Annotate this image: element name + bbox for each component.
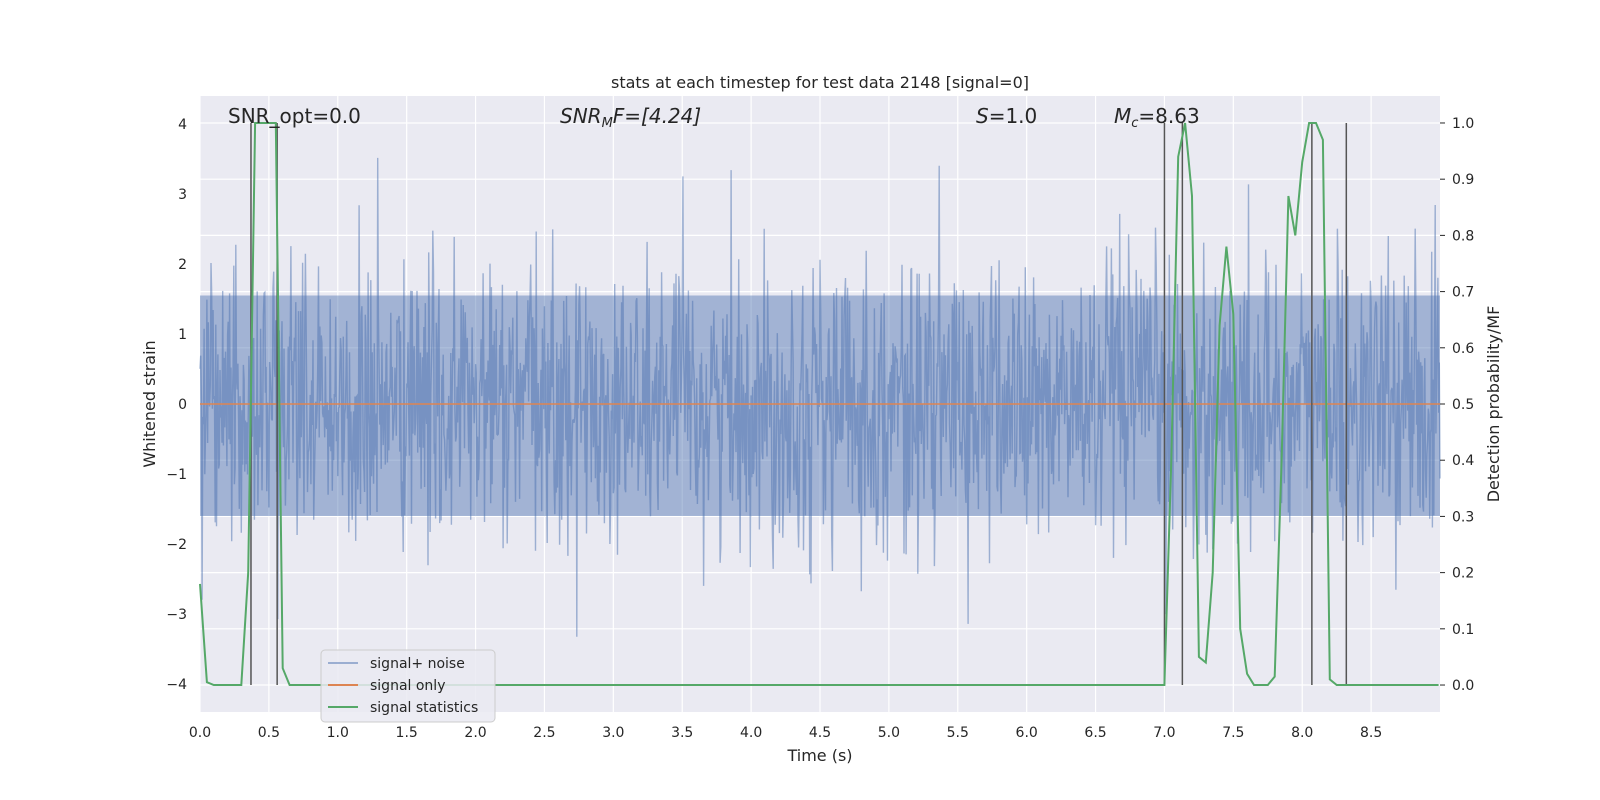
y-tick-label: 4 [178, 117, 187, 133]
x-tick-label: 2.5 [533, 725, 555, 741]
x-tick-label: 3.5 [671, 725, 693, 741]
x-tick-label: 6.0 [1016, 725, 1038, 741]
y2-axis-label: Detection probability/MF [1484, 306, 1503, 503]
x-tick-label: 8.0 [1291, 725, 1313, 741]
x-tick-label: 2.0 [464, 725, 486, 741]
legend: signal+ noise signal only signal statist… [320, 649, 496, 723]
y2-tick-label: 0.3 [1452, 509, 1474, 525]
y2-tick-label: 0.0 [1452, 678, 1474, 694]
snr-mf-annotation: SNRMF=[4.24] [560, 104, 701, 131]
x-tick-label: 7.0 [1153, 725, 1175, 741]
x-tick-label: 1.5 [396, 725, 418, 741]
y2-tick-label: 0.7 [1452, 285, 1474, 301]
x-tick-label: 4.5 [809, 725, 831, 741]
x-axis-label: Time (s) [786, 746, 852, 765]
y-tick-label: 1 [178, 327, 187, 343]
legend-box [320, 649, 496, 723]
x-tick-label: 7.5 [1222, 725, 1244, 741]
y-tick-label: 2 [178, 257, 187, 273]
y-tick-label: −4 [166, 677, 187, 693]
tick-labels: 0.0 0.5 1.0 1.5 2.0 2.5 3.0 3.5 4.0 4.5 5.0 5.5 6.0 6… [166, 116, 1474, 741]
x-tick-label: 5.5 [947, 725, 969, 741]
y-tick-label: 0 [178, 397, 187, 413]
y2-tick-label: 0.5 [1452, 397, 1474, 413]
legend-label-stats: signal statistics [370, 700, 478, 716]
x-tick-label: 0.5 [258, 725, 280, 741]
annotations: SNR_opt=0.0 SNRMF=[4.24] S=1.0 Mc=8.63 [228, 104, 1200, 131]
signal-statistics-line [199, 122, 1439, 686]
s-value-annotation: S=1.0 [976, 104, 1037, 128]
snr-opt-annotation: SNR_opt=0.0 [228, 104, 361, 128]
x-tick-label: 8.5 [1360, 725, 1382, 741]
y2-tick-label: 0.2 [1452, 566, 1474, 582]
legend-label-noise: signal+ noise [370, 656, 465, 672]
chart-title: stats at each timestep for test data 214… [611, 73, 1029, 92]
y2-tick-label: 0.8 [1452, 228, 1474, 244]
y-tick-label: −2 [166, 537, 187, 553]
y2-tick-label: 1.0 [1452, 116, 1474, 132]
y-axis-label: Whitened strain [140, 340, 159, 467]
x-tick-label: 4.0 [740, 725, 762, 741]
x-tick-label: 5.0 [878, 725, 900, 741]
y2-tick-label: 0.9 [1452, 172, 1474, 188]
x-tick-label: 0.0 [189, 725, 211, 741]
x-tick-label: 6.5 [1084, 725, 1106, 741]
y-tick-label: 3 [178, 187, 187, 203]
x-tick-label: 1.0 [327, 725, 349, 741]
y2-tick-label: 0.1 [1452, 622, 1474, 638]
y-tick-label: −3 [166, 607, 187, 623]
chirp-mass-annotation: Mc=8.63 [1114, 104, 1200, 131]
y-tick-label: −1 [166, 467, 187, 483]
y2-tick-label: 0.4 [1452, 453, 1474, 469]
y2-tick-label: 0.6 [1452, 341, 1474, 357]
legend-label-signal: signal only [370, 678, 445, 694]
x-tick-label: 3.0 [602, 725, 624, 741]
